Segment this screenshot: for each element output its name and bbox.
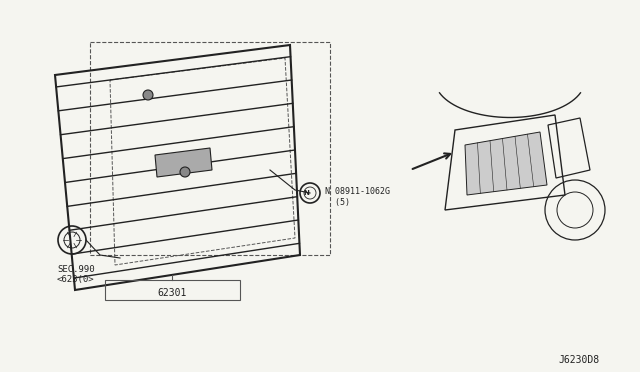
Text: <623(0>: <623(0> xyxy=(57,275,95,284)
Text: N: N xyxy=(303,190,309,196)
Text: N 08911-1062G
  (5): N 08911-1062G (5) xyxy=(325,187,390,207)
Circle shape xyxy=(180,167,190,177)
Text: 62301: 62301 xyxy=(157,288,187,298)
Polygon shape xyxy=(465,132,547,195)
Polygon shape xyxy=(155,148,212,177)
Text: J6230D8: J6230D8 xyxy=(559,355,600,365)
Circle shape xyxy=(143,90,153,100)
Text: SEC.990: SEC.990 xyxy=(57,265,95,274)
